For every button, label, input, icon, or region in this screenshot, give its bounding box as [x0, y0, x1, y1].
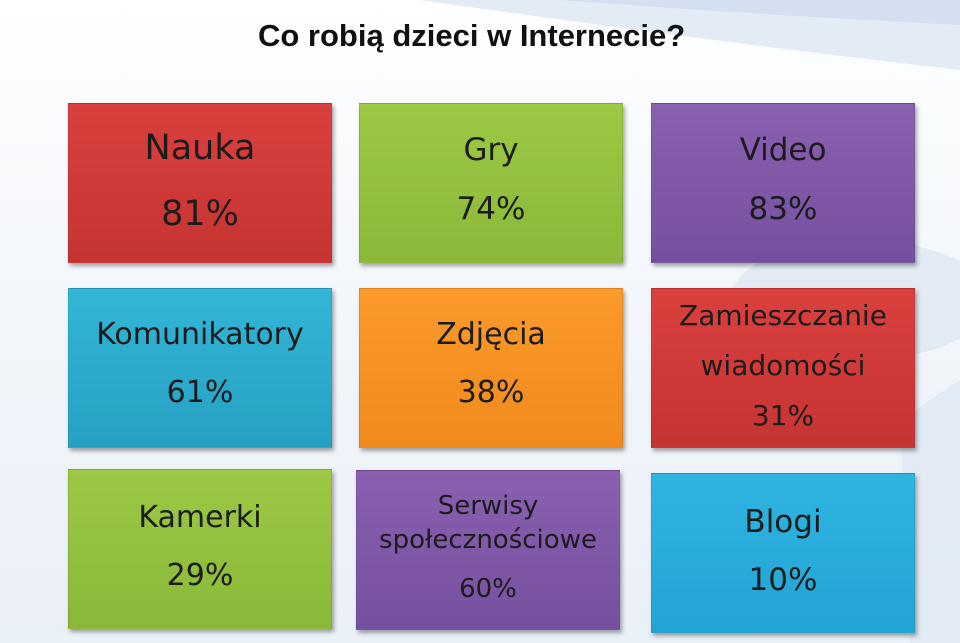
tile-value: 38%: [457, 375, 525, 410]
tile-video: Video 83%: [651, 103, 915, 263]
tile-value: 10%: [748, 562, 818, 598]
tile-label-line2: społecznościowe: [379, 525, 597, 555]
tile-zamieszczanie-wiadomosci: Zamieszczanie wiadomości 31%: [651, 288, 915, 448]
tile-label-line2: wiadomości: [700, 349, 866, 382]
tile-gry: Gry 74%: [359, 103, 623, 263]
tile-komunikatory: Komunikatory 61%: [68, 288, 332, 448]
tile-label: Blogi: [744, 504, 822, 540]
tile-value: 83%: [748, 191, 818, 227]
tile-label: Zdjęcia: [436, 317, 546, 352]
tile-value: 60%: [459, 574, 517, 604]
tile-label: Komunikatory: [96, 317, 304, 352]
page-title: Co robią dzieci w Internecie?: [258, 18, 686, 53]
tile-serwisy-spolecznosciowe: Serwisy społecznościowe 60%: [356, 470, 620, 630]
tile-label: Kamerki: [138, 500, 262, 535]
tile-blogi: Blogi 10%: [651, 473, 915, 633]
tile-value: 31%: [751, 399, 815, 432]
tile-label: Nauka: [144, 128, 256, 168]
tile-label: Video: [739, 132, 827, 168]
tile-label-line1: Zamieszczanie: [679, 299, 887, 332]
tile-label-line1: Serwisy: [437, 491, 539, 521]
tile-value: 61%: [166, 375, 234, 410]
tile-value: 81%: [161, 194, 239, 234]
tile-value: 29%: [166, 558, 234, 593]
tile-value: 74%: [456, 191, 526, 227]
tile-kamerki: Kamerki 29%: [68, 469, 332, 629]
tile-label: Gry: [463, 132, 519, 168]
tile-nauka: Nauka 81%: [68, 103, 332, 263]
tile-zdjecia: Zdjęcia 38%: [359, 288, 623, 448]
